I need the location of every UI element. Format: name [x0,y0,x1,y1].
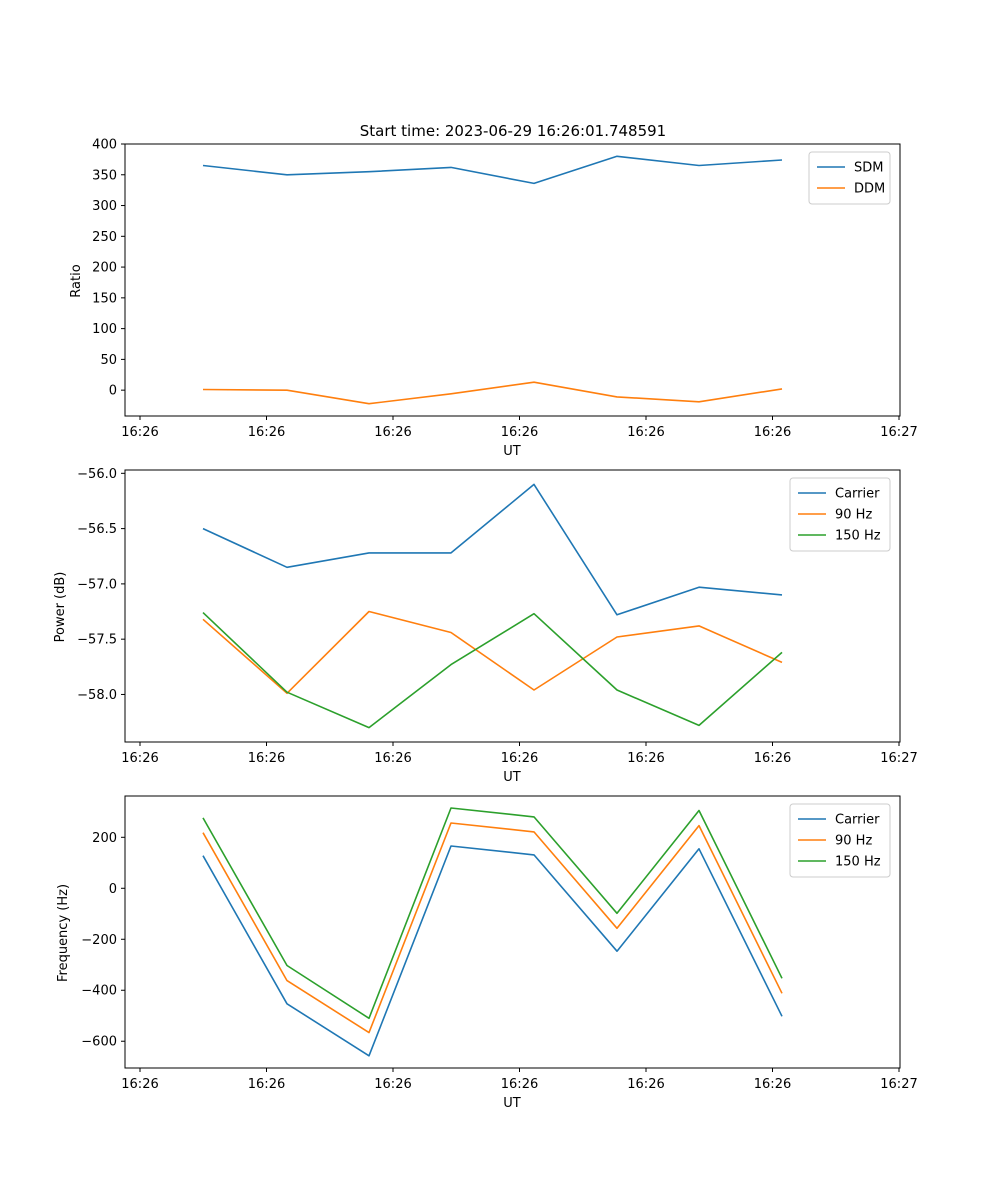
y-tick-label: 200 [92,831,117,846]
y-tick-label: −57.5 [77,633,117,648]
legend-entry: 90 Hz [835,508,872,523]
y-tick-label: −57.0 [77,577,117,592]
series-line-150-hz [202,807,783,1020]
x-tick-label: 16:26 [121,425,158,440]
x-tick-label: 16:26 [754,1077,791,1092]
plot-frame [124,143,901,417]
x-tick-label: 16:26 [121,751,158,766]
legend-entry: Carrier [835,813,880,828]
x-tick-label: 16:27 [880,751,917,766]
y-tick-label: 400 [92,138,117,153]
x-tick-label: 16:26 [501,1077,538,1092]
y-axis-label-frequency: Frequency (Hz) [56,884,71,982]
legend [808,151,891,205]
y-tick-label: 200 [92,261,117,276]
legend-entry: 150 Hz [835,529,881,544]
legend-entry: SDM [854,161,883,176]
series-line-sdm [202,155,783,185]
frequency-panel: Frequency (Hz) UT −600 −400 −200 0 200 16:26 1… [56,795,918,1111]
x-tick-label: 16:26 [248,425,285,440]
y-tick-label: 0 [109,384,117,399]
x-tick-label: 16:26 [627,751,664,766]
y-tick-label: −58.0 [77,688,117,703]
legend-entry: 150 Hz [835,855,881,870]
y-tick-label: −600 [81,1035,117,1050]
y-axis-label-power: Power (dB) [53,572,68,643]
legend-entry: DDM [854,182,885,197]
y-tick-label: 100 [92,322,117,337]
x-tick-label: 16:26 [501,425,538,440]
legend-entry: 90 Hz [835,834,872,849]
series-line-carrier [202,845,783,1057]
x-tick-label: 16:26 [248,751,285,766]
plot-frame [124,795,901,1069]
x-tick-label: 16:26 [754,425,791,440]
legend [789,803,891,878]
y-tick-label: −400 [81,984,117,999]
ratio-panel: Start time: 2023-06-29 16:26:01.748591 R… [69,122,918,459]
power-panel: Power (dB) UT −58.0 −57.5 −57.0 −56.5 −56.0 1… [53,467,918,785]
plot-frame [124,469,901,743]
y-tick-label: −56.0 [77,467,117,482]
y-tick-label: −56.5 [77,522,117,537]
x-tick-label: 16:26 [627,425,664,440]
y-tick-label: 300 [92,199,117,214]
x-tick-label: 16:27 [880,425,917,440]
y-tick-label: −200 [81,933,117,948]
chart-title: Start time: 2023-06-29 16:26:01.748591 [360,122,666,140]
y-tick-label: 0 [109,882,117,897]
x-tick-label: 16:26 [374,425,411,440]
series-line-150-hz [202,612,783,729]
x-axis-label-ut: UT [503,444,521,459]
x-tick-label: 16:26 [248,1077,285,1092]
x-tick-label: 16:26 [627,1077,664,1092]
x-tick-label: 16:26 [501,751,538,766]
x-axis-label-ut: UT [503,770,521,785]
x-tick-label: 16:26 [374,751,411,766]
series-line-carrier [202,483,783,616]
series-line-90-hz [202,610,783,695]
y-tick-label: 250 [92,230,117,245]
x-tick-label: 16:27 [880,1077,917,1092]
y-tick-label: 350 [92,168,117,183]
series-line-90-hz [202,822,783,1034]
y-tick-label: 50 [100,353,117,368]
y-axis-label-ratio: Ratio [69,264,84,297]
legend [789,477,891,552]
x-tick-label: 16:26 [754,751,791,766]
x-tick-label: 16:26 [121,1077,158,1092]
y-tick-label: 150 [92,291,117,306]
legend-entry: Carrier [835,487,880,502]
x-tick-label: 16:26 [374,1077,411,1092]
series-line-ddm [202,381,783,405]
x-axis-label-ut: UT [503,1096,521,1111]
